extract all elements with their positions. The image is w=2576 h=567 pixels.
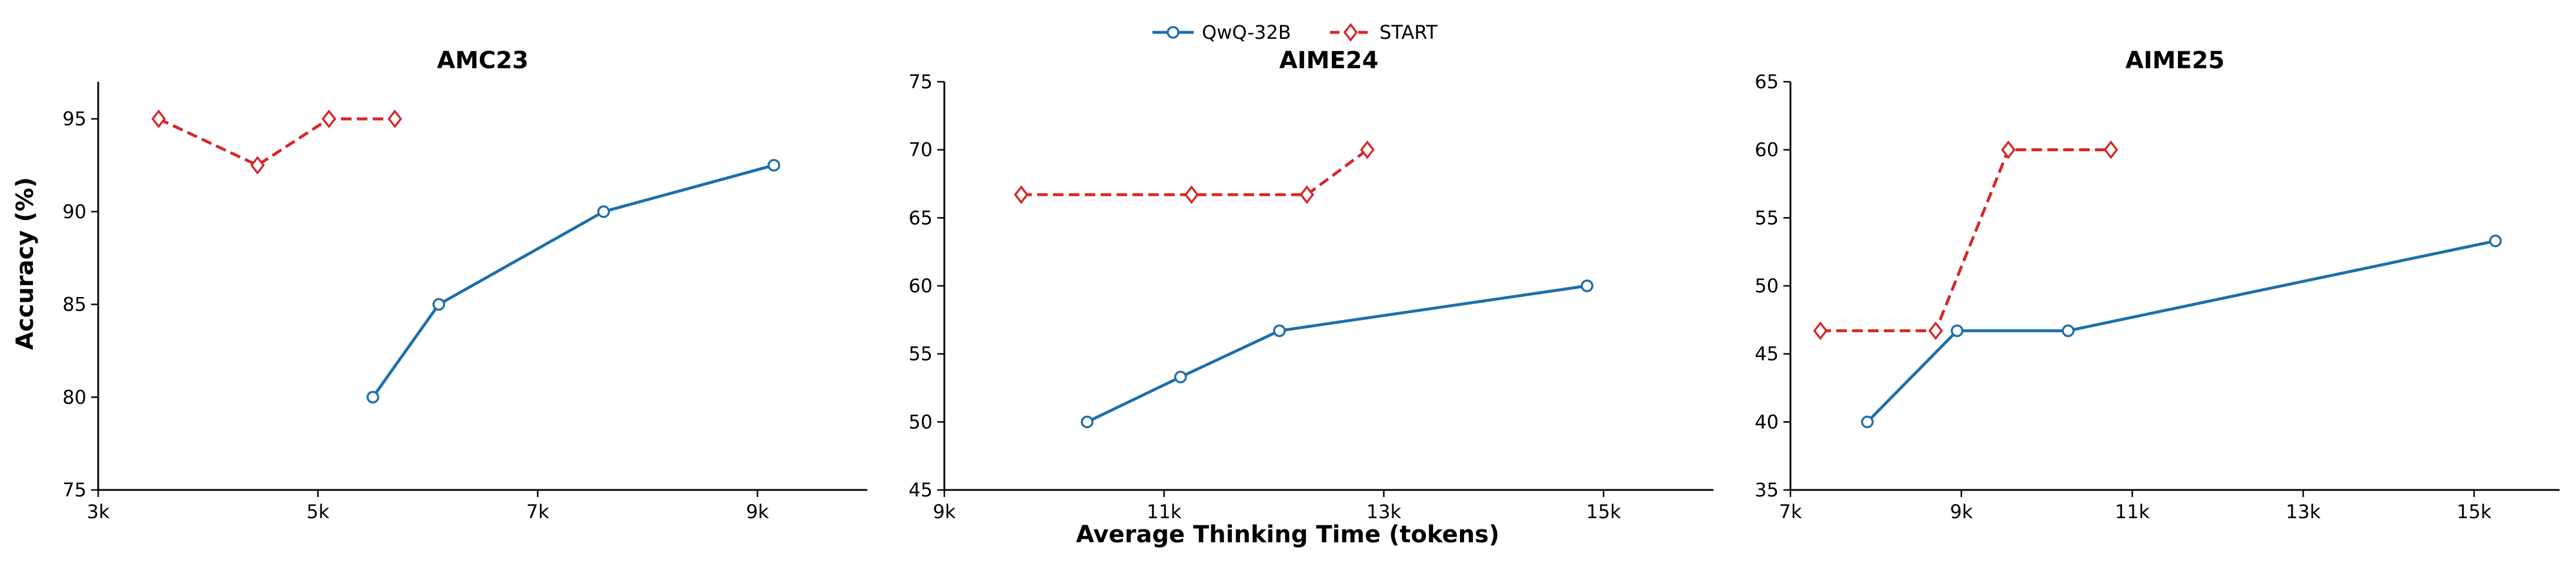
y-tick-label: 50 <box>908 411 933 433</box>
series-qwq-32b-point <box>2489 234 2502 248</box>
y-tick-label: 65 <box>908 206 933 229</box>
y-tick-label: 60 <box>908 275 933 297</box>
panel-title: AIME25 <box>2126 47 2225 74</box>
chart-panels: AMC23 75 80 85 90 95 3k 5k 7k 9k AIME24 45 50 55 60 65 7… <box>62 47 2560 523</box>
y-tick-label: 90 <box>62 201 86 223</box>
y-tick-label: 65 <box>1755 71 1779 93</box>
series-qwq-32b <box>366 159 780 404</box>
series-start-point <box>151 109 166 128</box>
series-qwq-32b-point <box>1174 371 1187 383</box>
series-start-point <box>1014 185 1029 204</box>
x-tick-label: 7k <box>526 501 549 523</box>
series-start <box>1813 140 2119 341</box>
x-tick-label: 11k <box>1147 501 1182 523</box>
chart-panel-amc23: AMC23 75 80 85 90 95 3k 5k 7k 9k <box>62 47 867 523</box>
x-tick-label: 11k <box>2115 501 2150 523</box>
panel-title: AIME24 <box>1279 47 1379 74</box>
y-tick-label: 70 <box>908 139 933 161</box>
series-qwq-32b-point <box>1861 415 1874 429</box>
x-tick-label: 5k <box>306 501 329 523</box>
series-qwq-32b <box>1081 279 1593 429</box>
series-start-point <box>250 156 265 175</box>
x-tick-label: 9k <box>746 501 769 523</box>
series-start-point <box>1813 321 1828 341</box>
x-tick-label: 3k <box>87 501 110 523</box>
y-tick-label: 55 <box>1755 206 1779 229</box>
series-start-point <box>1360 140 1375 159</box>
series-qwq-32b-point <box>597 205 610 218</box>
series-start-point <box>1184 185 1199 204</box>
series-start-point <box>387 109 402 128</box>
series-start-line <box>1021 148 1368 196</box>
y-tick-label: 75 <box>908 71 933 93</box>
chart-panel-aime24: AIME24 45 50 55 60 65 70 75 9k 11k 13k 15k <box>908 47 1713 523</box>
x-tick-label: 15k <box>1586 501 1622 523</box>
series-start-point <box>1299 185 1314 204</box>
series-qwq-32b-line <box>372 164 774 398</box>
series-qwq-32b-point <box>1081 415 1094 429</box>
y-tick-label: 55 <box>908 343 933 365</box>
chart-panel-aime25: AIME25 35 40 45 50 55 60 65 7k 9k 11k 13k 15k <box>1755 47 2560 523</box>
x-tick-label: 13k <box>2286 501 2321 523</box>
series-start <box>151 109 402 175</box>
y-axis-title: Accuracy (%) <box>12 177 39 350</box>
x-tick-label: 13k <box>1366 501 1402 523</box>
panel-title: AMC23 <box>437 47 529 74</box>
series-qwq-32b-point <box>366 391 379 404</box>
series-start-point <box>1928 321 1943 341</box>
series-qwq-32b-point <box>1950 324 1964 338</box>
series-qwq-32b-line <box>1086 284 1588 423</box>
x-tick-label: 9k <box>933 501 956 523</box>
series-qwq-32b-point <box>1581 279 1593 292</box>
series-start <box>1014 140 1375 204</box>
legend-label: START <box>1379 21 1438 44</box>
y-tick-label: 85 <box>62 293 86 316</box>
x-tick-label: 9k <box>1950 501 1973 523</box>
series-start-point <box>322 109 336 128</box>
series-start-line <box>158 117 395 167</box>
series-start-line <box>1820 148 2111 332</box>
series-qwq-32b-point <box>432 298 446 311</box>
legend: QwQ-32B START <box>1152 21 1438 44</box>
series-qwq-32b-point <box>1273 324 1286 338</box>
y-tick-label: 95 <box>62 108 86 130</box>
series-qwq-32b-point <box>767 159 780 172</box>
y-tick-label: 45 <box>908 479 933 501</box>
series-start-point <box>2001 140 2016 159</box>
x-tick-label: 7k <box>1779 501 1802 523</box>
y-tick-label: 35 <box>1755 479 1779 501</box>
y-tick-label: 60 <box>1755 139 1779 161</box>
series-start-point <box>2103 140 2119 159</box>
y-tick-label: 40 <box>1755 411 1779 433</box>
legend-label: QwQ-32B <box>1202 21 1291 44</box>
legend-item-qwq-32b: QwQ-32B <box>1152 21 1291 44</box>
legend-marker <box>1167 26 1180 39</box>
x-axis-title: Average Thinking Time (tokens) <box>1076 521 1499 548</box>
series-qwq-32b-line <box>1866 239 2496 423</box>
y-tick-label: 80 <box>62 386 86 408</box>
series-qwq-32b <box>1861 234 2502 429</box>
series-qwq-32b-point <box>2062 324 2075 338</box>
y-tick-label: 50 <box>1755 275 1779 297</box>
legend-item-start: START <box>1330 21 1438 44</box>
y-tick-label: 45 <box>1755 343 1779 365</box>
legend-marker <box>1343 23 1358 42</box>
y-tick-label: 75 <box>62 479 86 501</box>
x-tick-label: 15k <box>2457 501 2492 523</box>
